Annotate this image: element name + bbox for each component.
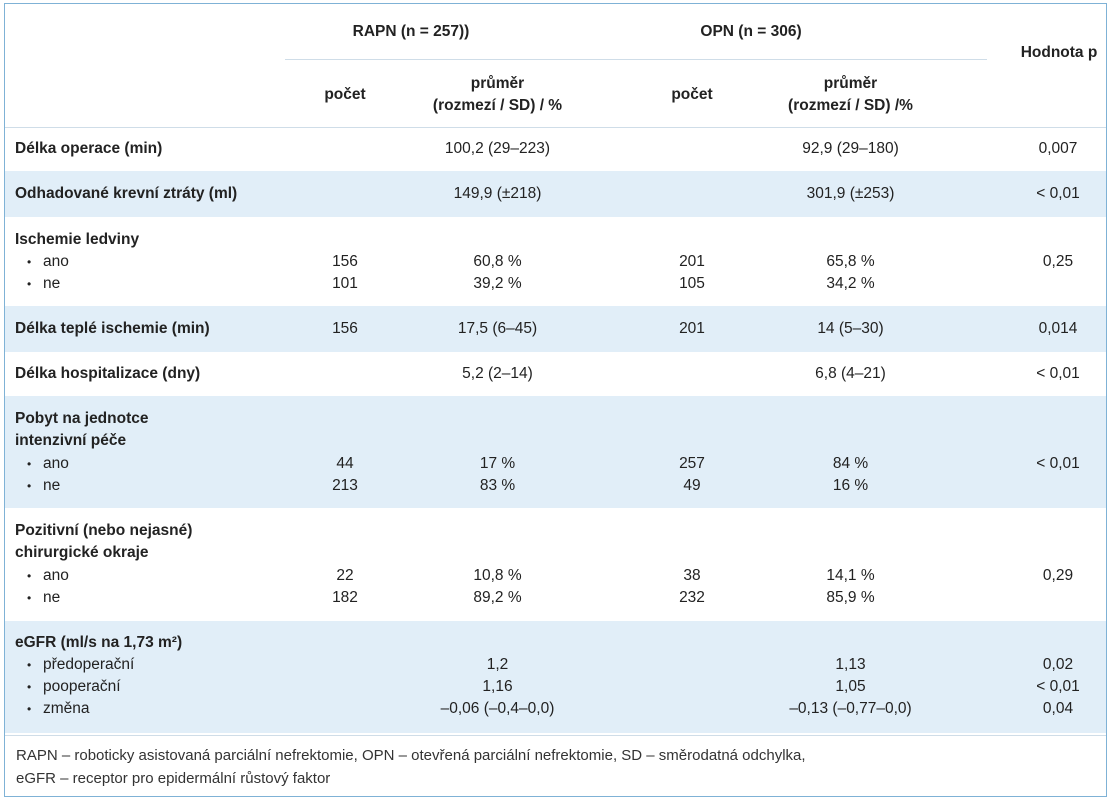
cell-rapn-count: 156 — [332, 253, 358, 270]
header-rapn-count: počet — [324, 86, 366, 103]
cell-opn-mean: 1,13 — [835, 656, 866, 673]
row-label-egfr: eGFR (ml/s na 1,73 m²) — [15, 634, 183, 651]
header-opn-count: počet — [671, 86, 713, 103]
header-group-rule — [285, 59, 987, 60]
row-band-warm-ischemia — [5, 306, 1106, 352]
cell-opn-mean: 14 (5–30) — [817, 320, 884, 337]
header-opn-mean-sub: (rozmezí / SD) /% — [788, 97, 913, 114]
cell-rapn-count: 44 — [336, 455, 354, 472]
cell-opn-count: 201 — [679, 253, 705, 270]
cell-rapn-mean: 100,2 (29–223) — [444, 140, 551, 157]
cell-rapn-count: 101 — [332, 275, 358, 292]
header-rapn-mean: průměr — [470, 75, 525, 92]
cell-rapn-mean: 149,9 (±218) — [453, 185, 542, 202]
cell-opn-count: 49 — [683, 477, 701, 494]
cell-rapn-mean: 83 % — [479, 477, 516, 494]
row-label-margins-cont: chirurgické okraje — [15, 544, 149, 561]
cell-opn-mean: 85,9 % — [826, 589, 875, 606]
cell-rapn-mean: 1,16 — [482, 678, 513, 695]
cell-rapn-mean: 10,8 % — [473, 567, 522, 584]
cell-opn-mean: 6,8 (4–21) — [815, 365, 886, 382]
sub-label-preop: předoperační — [27, 654, 134, 676]
sub-label-no: ne — [27, 475, 60, 497]
header-opn-mean: průměr — [823, 75, 878, 92]
cell-rapn-count: 22 — [336, 567, 354, 584]
header-p-value: Hodnota p — [1020, 44, 1098, 61]
row-label-hospital: Délka hospitalizace (dny) — [15, 365, 201, 382]
cell-opn-mean: 16 % — [832, 477, 869, 494]
row-band-blood-loss — [5, 171, 1106, 217]
cell-rapn-mean: 1,2 — [486, 656, 509, 673]
cell-opn-count: 38 — [683, 567, 701, 584]
cell-p: 0,014 — [1038, 320, 1078, 337]
cell-opn-count: 232 — [679, 589, 705, 606]
cell-p: 0,25 — [1042, 253, 1074, 270]
sub-label-yes: ano — [27, 453, 69, 475]
cell-rapn-count: 156 — [332, 320, 358, 337]
header-bottom-rule — [5, 127, 1106, 128]
cell-p: 0,04 — [1042, 700, 1074, 717]
cell-p: < 0,01 — [1036, 678, 1080, 695]
row-band-egfr — [5, 621, 1106, 733]
cell-p: < 0,01 — [1036, 455, 1080, 472]
cell-opn-mean: 301,9 (±253) — [806, 185, 895, 202]
header-opn-group: OPN (n = 306) — [700, 23, 802, 40]
cell-rapn-count: 213 — [332, 477, 358, 494]
footnote-line-2: eGFR – receptor pro epidermální růstový … — [16, 770, 331, 787]
cell-p: 0,02 — [1042, 656, 1074, 673]
sub-label-yes: ano — [27, 565, 69, 587]
cell-rapn-mean: 17,5 (6–45) — [457, 320, 538, 337]
row-label-blood-loss: Odhadované krevní ztráty (ml) — [15, 185, 238, 202]
cell-opn-mean: –0,13 (–0,77–0,0) — [789, 700, 912, 717]
row-label-margins: Pozitivní (nebo nejasné) — [15, 522, 193, 539]
cell-opn-mean: 92,9 (29–180) — [802, 140, 899, 157]
footnote-line-1: RAPN – roboticky asistovaná parciální ne… — [16, 747, 806, 764]
row-label-ischemia: Ischemie ledviny — [15, 231, 140, 248]
sub-label-yes: ano — [27, 251, 69, 273]
sub-label-postop: pooperační — [27, 676, 120, 698]
cell-opn-mean: 84 % — [832, 455, 869, 472]
table-bottom-rule — [5, 735, 1106, 736]
cell-rapn-mean: 17 % — [479, 455, 516, 472]
cell-opn-count: 105 — [679, 275, 705, 292]
cell-rapn-mean: 39,2 % — [473, 275, 522, 292]
sub-label-change: změna — [27, 698, 89, 720]
row-label-icu: Pobyt na jednotce — [15, 410, 149, 427]
cell-rapn-mean: 89,2 % — [473, 589, 522, 606]
cell-opn-mean: 14,1 % — [826, 567, 875, 584]
cell-p: < 0,01 — [1036, 185, 1080, 202]
cell-rapn-mean: –0,06 (–0,4–0,0) — [440, 700, 555, 717]
table-frame — [4, 3, 1107, 797]
sub-label-no: ne — [27, 273, 60, 295]
cell-p: 0,007 — [1038, 140, 1078, 157]
cell-opn-mean: 65,8 % — [826, 253, 875, 270]
header-rapn-mean-sub: (rozmezí / SD) / % — [432, 97, 563, 114]
cell-p: < 0,01 — [1036, 365, 1080, 382]
row-band-icu — [5, 396, 1106, 508]
cell-opn-mean: 1,05 — [835, 678, 866, 695]
cell-rapn-mean: 5,2 (2–14) — [462, 365, 533, 382]
cell-opn-count: 201 — [679, 320, 705, 337]
row-label-op-length: Délka operace (min) — [15, 140, 163, 157]
cell-p: 0,29 — [1042, 567, 1074, 584]
sub-label-no: ne — [27, 587, 60, 609]
cell-rapn-mean: 60,8 % — [473, 253, 522, 270]
cell-opn-mean: 34,2 % — [826, 275, 875, 292]
row-label-icu-cont: intenzivní péče — [15, 432, 127, 449]
header-rapn-group: RAPN (n = 257)) — [352, 23, 470, 40]
cell-opn-count: 257 — [679, 455, 705, 472]
row-label-warm-ischemia: Délka teplé ischemie (min) — [15, 320, 210, 337]
cell-rapn-count: 182 — [332, 589, 358, 606]
